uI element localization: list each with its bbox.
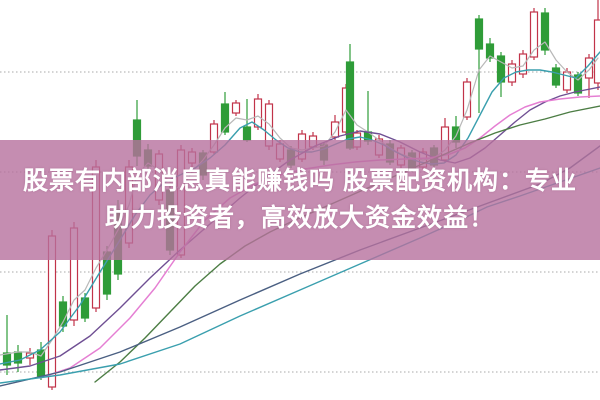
candle-body-down [551,67,561,86]
candle-body-up [593,19,600,84]
candle-body-down [345,61,355,149]
candle-body-up [231,102,241,114]
candle-body-down [220,103,230,133]
headline-line-1: 股票有内部消息真能赚钱吗 股票配资机构：专业 [23,167,577,195]
candle-body-up [330,121,340,138]
candle-body-down [2,352,12,366]
candle-body-down [573,74,583,94]
candle-body-up [529,11,539,58]
candle-body-up [462,81,472,118]
ma-violet [0,86,600,371]
candle-body-up [518,53,528,75]
headline-banner: 股票有内部消息真能赚钱吗 股票配资机构：专业 助力投资者，高效放大资金效益！ [0,140,600,260]
candle-body-down [485,43,495,59]
headline-line-2: 助力投资者，高效放大资金效益！ [104,204,495,232]
candle-body-down [242,126,252,141]
candle-body-down [474,18,484,50]
candle-body-down [540,12,550,51]
candle-body-up [253,98,263,128]
